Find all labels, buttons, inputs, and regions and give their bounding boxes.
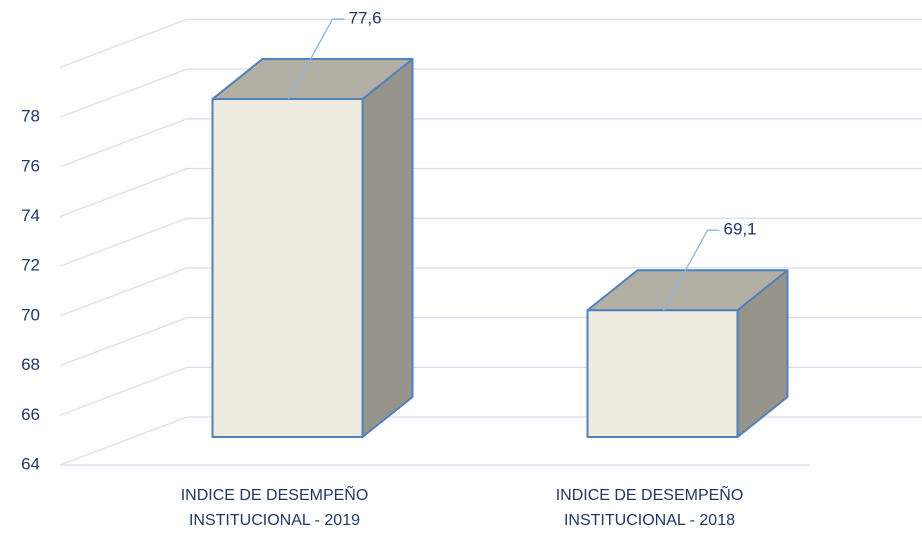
bar-side <box>361 58 414 438</box>
bar <box>211 98 364 438</box>
leader-line <box>287 18 345 100</box>
y-tick-label: 68 <box>21 355 40 374</box>
grid-line <box>59 217 188 267</box>
y-tick-label: 66 <box>21 405 40 424</box>
leader-line <box>662 229 720 311</box>
grid-line <box>59 416 188 466</box>
data-label: 77,6 <box>349 9 382 28</box>
grid-line <box>59 316 188 367</box>
x-tick-label: INDICE DE DESEMPEÑO INSTITUCIONAL - 2019 <box>180 487 369 529</box>
grid-line <box>59 118 188 168</box>
grid-line <box>59 68 188 118</box>
y-tick-label: 70 <box>21 305 40 324</box>
y-tick-label: 72 <box>21 256 40 275</box>
x-tick-label: INDICE DE DESEMPEÑO INSTITUCIONAL - 2018 <box>555 487 744 529</box>
grid-line <box>59 18 188 69</box>
bar <box>586 309 739 439</box>
grid-line <box>59 366 188 416</box>
y-tick-label: 64 <box>21 454 40 473</box>
y-tick-label: 78 <box>21 107 40 126</box>
y-tick-label: 74 <box>21 206 40 225</box>
grid-line <box>59 167 188 218</box>
grid-line <box>59 267 188 317</box>
y-tick-label: 76 <box>21 156 40 175</box>
data-label: 69,1 <box>724 220 757 239</box>
